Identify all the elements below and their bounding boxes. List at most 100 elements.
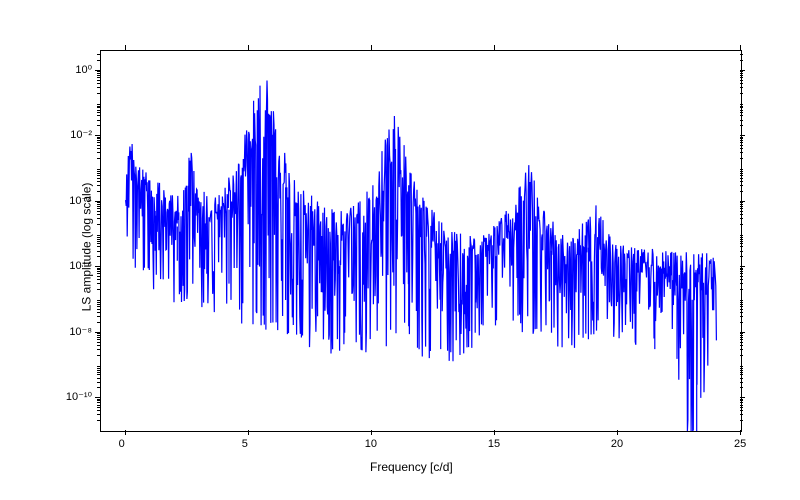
y-minor-tick [97, 145, 100, 146]
y-minor-tick [97, 335, 100, 336]
y-minor-tick [740, 289, 743, 290]
y-minor-tick [97, 60, 100, 61]
y-minor-tick [97, 137, 100, 138]
y-minor-tick [97, 374, 100, 375]
y-minor-tick [97, 302, 100, 303]
y-minor-tick [97, 268, 100, 269]
x-tick [740, 430, 741, 435]
y-minor-tick [740, 407, 743, 408]
x-tick-label: 25 [734, 438, 746, 450]
y-minor-tick [740, 246, 743, 247]
y-minor-tick [740, 224, 743, 225]
y-minor-tick [740, 104, 743, 105]
y-minor-tick [97, 204, 100, 205]
y-minor-tick [740, 171, 743, 172]
y-minor-tick [740, 273, 743, 274]
y-minor-tick [97, 355, 100, 356]
y-minor-tick [740, 218, 743, 219]
y-minor-tick [740, 337, 743, 338]
y-minor-tick [740, 410, 743, 411]
y-minor-tick [740, 175, 743, 176]
y-minor-tick [740, 148, 743, 149]
y-minor-tick [97, 370, 100, 371]
y-minor-tick [97, 211, 100, 212]
y-minor-tick [740, 237, 743, 238]
y-minor-tick [740, 402, 743, 403]
y-minor-tick [97, 243, 100, 244]
y-minor-tick [740, 370, 743, 371]
y-minor-tick [97, 140, 100, 141]
y-minor-tick [740, 309, 743, 310]
y-minor-tick [97, 309, 100, 310]
x-tick-label: 20 [611, 438, 623, 450]
y-minor-tick [740, 366, 743, 367]
y-minor-tick [97, 152, 100, 153]
y-minor-tick [97, 93, 100, 94]
x-tick [740, 45, 741, 50]
y-minor-tick [740, 140, 743, 141]
y-minor-tick [740, 138, 743, 139]
y-minor-tick [740, 400, 743, 401]
y-minor-tick [97, 158, 100, 159]
y-minor-tick [97, 246, 100, 247]
y-minor-tick [740, 110, 743, 111]
y-minor-tick [97, 224, 100, 225]
y-minor-tick [97, 142, 100, 143]
y-minor-tick [740, 420, 743, 421]
x-tick [617, 430, 618, 435]
y-tick-label: 10⁻⁶ [69, 259, 92, 272]
y-minor-tick [97, 87, 100, 88]
y-minor-tick [740, 185, 743, 186]
y-minor-tick [97, 214, 100, 215]
x-tick [371, 45, 372, 50]
y-minor-tick [97, 378, 100, 379]
y-minor-tick [97, 304, 100, 305]
y-minor-tick [97, 414, 100, 415]
x-tick [494, 430, 495, 435]
y-minor-tick [740, 211, 743, 212]
y-minor-tick [740, 304, 743, 305]
y-minor-tick [740, 333, 743, 334]
y-minor-tick [97, 342, 100, 343]
y-minor-tick [97, 107, 100, 108]
y-minor-tick [740, 316, 743, 317]
y-minor-tick [740, 208, 743, 209]
y-minor-tick [740, 368, 743, 369]
y-minor-tick [97, 322, 100, 323]
y-tick-label: 10⁻¹⁰ [66, 390, 92, 403]
y-minor-tick [740, 251, 743, 252]
y-minor-tick [97, 112, 100, 113]
y-minor-tick [97, 241, 100, 242]
y-minor-tick [740, 181, 743, 182]
y-minor-tick [740, 112, 743, 113]
y-minor-tick [97, 178, 100, 179]
y-minor-tick [97, 312, 100, 313]
x-tick [125, 430, 126, 435]
y-minor-tick [740, 106, 743, 107]
y-minor-tick [97, 345, 100, 346]
y-minor-tick [97, 191, 100, 192]
y-minor-tick [97, 110, 100, 111]
y-minor-tick [97, 306, 100, 307]
y-tick-label: 10⁻⁴ [69, 194, 92, 207]
y-minor-tick [97, 372, 100, 373]
y-minor-tick [97, 148, 100, 149]
y-minor-tick [97, 125, 100, 126]
y-minor-tick [97, 71, 100, 72]
x-tick [371, 430, 372, 435]
x-tick [248, 430, 249, 435]
y-minor-tick [97, 106, 100, 107]
y-minor-tick [740, 268, 743, 269]
y-minor-tick [97, 175, 100, 176]
y-minor-tick [740, 214, 743, 215]
y-minor-tick [97, 283, 100, 284]
y-minor-tick [97, 271, 100, 272]
y-minor-tick [97, 337, 100, 338]
y-minor-tick [740, 243, 743, 244]
y-minor-tick [97, 239, 100, 240]
y-minor-tick [97, 276, 100, 277]
y-minor-tick [97, 169, 100, 170]
y-minor-tick [740, 115, 743, 116]
y-minor-tick [740, 256, 743, 257]
y-minor-tick [740, 382, 743, 383]
